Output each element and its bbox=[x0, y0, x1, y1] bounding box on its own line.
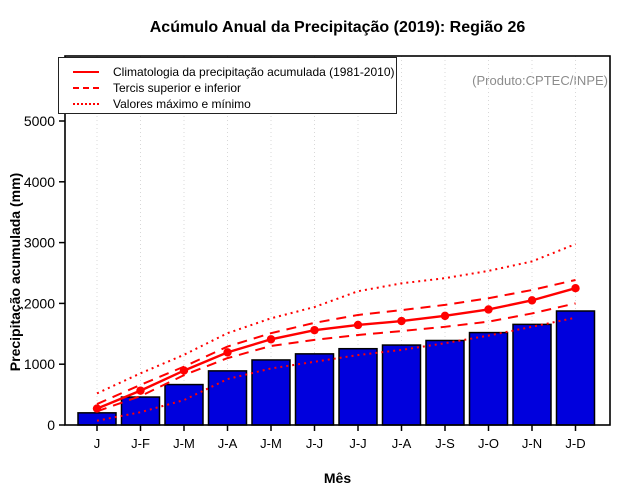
x-tick-label: J-D bbox=[565, 436, 585, 451]
x-tick-label: J-N bbox=[522, 436, 542, 451]
y-tick-label: 1000 bbox=[24, 356, 55, 372]
y-axis-title: Precipitação acumulada (mm) bbox=[7, 172, 23, 372]
x-tick-label: J-M bbox=[173, 436, 195, 451]
y-tick-label: 0 bbox=[47, 417, 55, 433]
produto-annotation: (Produto:CPTEC/INPE) bbox=[472, 73, 608, 88]
bar-J-A bbox=[381, 344, 422, 426]
bar-J-O bbox=[468, 331, 509, 426]
climatology-marker bbox=[484, 305, 493, 314]
climatology-line bbox=[96, 287, 576, 410]
bar-J-A bbox=[207, 370, 248, 426]
plot-frame bbox=[64, 55, 611, 426]
dotted-line-swatch-icon bbox=[73, 103, 99, 105]
legend-label: Valores máximo e mínimo bbox=[113, 97, 251, 111]
y-tick-label: 4000 bbox=[24, 174, 55, 190]
climatology-marker bbox=[527, 296, 537, 305]
min-line bbox=[96, 316, 576, 422]
solid-line-swatch-icon bbox=[73, 71, 99, 73]
x-axis-title: Mês bbox=[323, 470, 352, 486]
climatology-marker bbox=[397, 316, 406, 326]
climatology-marker bbox=[179, 366, 189, 375]
climatology-marker bbox=[310, 325, 319, 335]
x-tick-label: J-A bbox=[218, 436, 238, 451]
x-tick-label: J-J bbox=[306, 436, 323, 451]
bar-J-S bbox=[425, 339, 465, 426]
legend-item-max-min: Valores máximo e mínimo bbox=[73, 96, 396, 112]
climatology-marker bbox=[92, 404, 102, 413]
bar-J-F bbox=[120, 396, 161, 426]
bar-J-M bbox=[251, 359, 291, 426]
bar-J-M bbox=[164, 383, 204, 426]
climatology-marker bbox=[223, 348, 232, 357]
x-tick-label: J bbox=[94, 436, 101, 451]
bar-J-J bbox=[294, 353, 335, 426]
chart-title: Acúmulo Anual da Precipitação (2019): Re… bbox=[149, 19, 526, 36]
legend-item-terciles: Tercis superior e inferior bbox=[73, 80, 396, 96]
climatology-marker bbox=[440, 311, 450, 321]
max-line bbox=[96, 243, 576, 395]
climatology-marker bbox=[353, 320, 363, 330]
legend-item-climatology: Climatologia da precipitação acumulada (… bbox=[73, 64, 396, 80]
tercile-lower-line bbox=[96, 302, 576, 413]
climatology-marker bbox=[266, 335, 276, 344]
bar-J-J bbox=[338, 347, 378, 426]
x-tick-label: J-M bbox=[260, 436, 282, 451]
y-tick-label: 3000 bbox=[24, 235, 55, 251]
climatology-marker bbox=[136, 386, 145, 395]
legend-label: Climatologia da precipitação acumulada (… bbox=[113, 65, 395, 79]
x-tick-label: J-A bbox=[392, 436, 412, 451]
climatology-marker bbox=[571, 284, 580, 293]
x-tick-label: J-F bbox=[131, 436, 150, 451]
bar-J-D bbox=[555, 310, 596, 426]
x-tick-label: J-O bbox=[478, 436, 499, 451]
bar-J-N bbox=[512, 323, 552, 426]
x-tick-label: J-S bbox=[435, 436, 455, 451]
y-tick-label: 2000 bbox=[24, 295, 55, 311]
tercile-upper-line bbox=[96, 279, 576, 405]
y-tick-label: 5000 bbox=[24, 113, 55, 129]
chart-legend: Climatologia da precipitação acumulada (… bbox=[58, 57, 397, 114]
dashed-line-swatch-icon bbox=[73, 87, 99, 89]
x-tick-label: J-J bbox=[349, 436, 366, 451]
legend-label: Tercis superior e inferior bbox=[113, 81, 242, 95]
